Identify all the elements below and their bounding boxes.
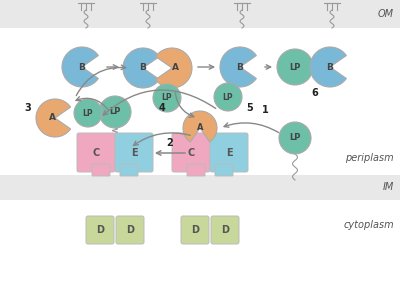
Text: C: C	[92, 147, 100, 158]
Text: LP: LP	[289, 134, 301, 143]
Text: C: C	[187, 147, 195, 158]
Text: 5: 5	[247, 103, 253, 113]
Text: E: E	[131, 147, 137, 158]
Text: D: D	[126, 225, 134, 235]
FancyBboxPatch shape	[116, 216, 144, 244]
Circle shape	[153, 84, 181, 112]
Text: 3: 3	[25, 103, 31, 113]
FancyBboxPatch shape	[115, 133, 153, 172]
Wedge shape	[310, 47, 346, 87]
Circle shape	[279, 122, 311, 154]
Text: A: A	[197, 123, 203, 132]
Text: A: A	[172, 63, 178, 72]
Text: 1: 1	[262, 105, 268, 115]
FancyBboxPatch shape	[211, 216, 239, 244]
Circle shape	[99, 96, 131, 128]
Text: E: E	[226, 147, 232, 158]
FancyBboxPatch shape	[187, 164, 205, 176]
Circle shape	[74, 99, 102, 127]
Text: cytoplasm: cytoplasm	[343, 220, 394, 230]
Text: 2: 2	[167, 138, 173, 148]
Text: B: B	[78, 63, 86, 72]
Circle shape	[277, 49, 313, 85]
Text: B: B	[140, 63, 146, 72]
Text: IM: IM	[383, 182, 394, 192]
FancyBboxPatch shape	[172, 133, 210, 172]
FancyBboxPatch shape	[181, 216, 209, 244]
Text: LP: LP	[223, 93, 233, 102]
Bar	[0, 0, 400, 28]
Circle shape	[214, 83, 242, 111]
Text: B: B	[326, 63, 334, 72]
Wedge shape	[183, 111, 217, 142]
Bar	[0, 175, 400, 200]
Wedge shape	[62, 47, 98, 87]
Text: 4: 4	[159, 103, 165, 113]
Wedge shape	[123, 48, 159, 88]
FancyBboxPatch shape	[86, 216, 114, 244]
Text: A: A	[48, 113, 56, 123]
FancyBboxPatch shape	[120, 164, 138, 176]
FancyBboxPatch shape	[77, 133, 115, 172]
Text: B: B	[236, 63, 244, 72]
Wedge shape	[156, 48, 192, 88]
Text: D: D	[96, 225, 104, 235]
Text: LP: LP	[83, 108, 93, 117]
Text: LP: LP	[289, 63, 301, 72]
FancyBboxPatch shape	[210, 133, 248, 172]
Text: OM: OM	[378, 9, 394, 19]
FancyBboxPatch shape	[215, 164, 233, 176]
Text: periplasm: periplasm	[345, 153, 394, 163]
FancyBboxPatch shape	[92, 164, 110, 176]
Wedge shape	[36, 99, 70, 137]
Text: 6: 6	[312, 88, 318, 98]
Text: LP: LP	[162, 93, 172, 102]
Text: D: D	[221, 225, 229, 235]
Text: LP: LP	[109, 108, 121, 117]
Wedge shape	[220, 47, 256, 87]
Text: D: D	[191, 225, 199, 235]
